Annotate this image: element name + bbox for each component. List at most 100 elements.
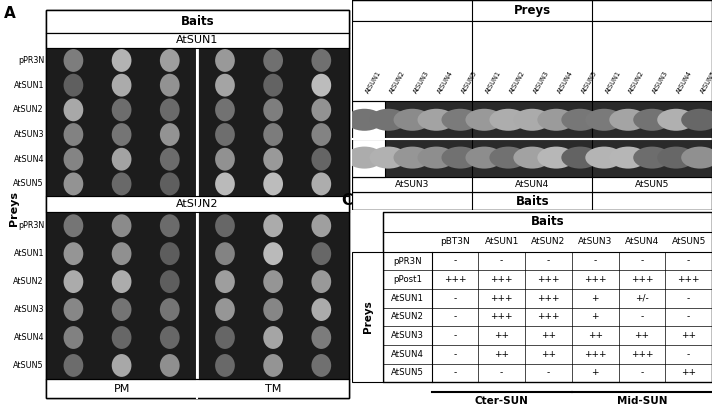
Circle shape — [63, 270, 83, 293]
Text: +++: +++ — [631, 350, 653, 359]
Circle shape — [112, 173, 132, 195]
Circle shape — [160, 74, 179, 97]
Circle shape — [345, 109, 383, 131]
Text: +++: +++ — [491, 275, 513, 284]
Circle shape — [263, 123, 283, 146]
Text: AtSUN3: AtSUN3 — [14, 305, 44, 314]
Circle shape — [394, 109, 431, 131]
Text: -: - — [454, 331, 456, 340]
Text: AtSUN3: AtSUN3 — [412, 70, 430, 95]
Text: AtSUN2: AtSUN2 — [14, 105, 44, 114]
Circle shape — [160, 49, 179, 72]
FancyBboxPatch shape — [472, 21, 592, 101]
Circle shape — [561, 109, 599, 131]
Circle shape — [160, 173, 179, 195]
Circle shape — [263, 214, 283, 237]
Text: AtSUN4: AtSUN4 — [515, 180, 550, 189]
FancyBboxPatch shape — [352, 101, 472, 139]
Circle shape — [263, 326, 283, 349]
Circle shape — [160, 270, 179, 293]
Text: ++: ++ — [634, 331, 649, 340]
Circle shape — [160, 298, 179, 321]
Text: AtSUN5: AtSUN5 — [671, 237, 706, 246]
Text: -: - — [547, 368, 550, 377]
Text: ++: ++ — [494, 331, 509, 340]
Text: +++: +++ — [444, 275, 466, 284]
Text: pPost1: pPost1 — [393, 275, 422, 284]
Circle shape — [538, 146, 575, 169]
Circle shape — [609, 146, 647, 169]
Text: +++: +++ — [677, 275, 700, 284]
Text: +++: +++ — [537, 313, 560, 322]
Circle shape — [417, 146, 455, 169]
Circle shape — [112, 74, 132, 97]
Circle shape — [263, 270, 283, 293]
Circle shape — [63, 242, 83, 265]
Text: AtSUN1: AtSUN1 — [604, 70, 622, 95]
Text: AtSUN5: AtSUN5 — [460, 70, 478, 95]
Circle shape — [215, 148, 235, 171]
FancyBboxPatch shape — [472, 139, 592, 177]
Text: ++: ++ — [494, 350, 509, 359]
Text: pPR3N: pPR3N — [18, 221, 44, 230]
Circle shape — [561, 146, 599, 169]
Circle shape — [215, 74, 235, 97]
Circle shape — [441, 109, 479, 131]
Circle shape — [263, 98, 283, 121]
Text: AtSUN2: AtSUN2 — [531, 237, 565, 246]
Circle shape — [215, 270, 235, 293]
Circle shape — [112, 123, 132, 146]
FancyBboxPatch shape — [352, 177, 712, 192]
FancyBboxPatch shape — [472, 101, 592, 139]
FancyBboxPatch shape — [352, 101, 384, 139]
FancyBboxPatch shape — [352, 139, 384, 177]
Circle shape — [513, 146, 551, 169]
FancyBboxPatch shape — [383, 212, 712, 382]
Text: Preys: Preys — [513, 4, 551, 17]
Circle shape — [311, 98, 331, 121]
Circle shape — [112, 326, 132, 349]
Text: AtSUN3: AtSUN3 — [391, 331, 424, 340]
Text: Baits: Baits — [181, 15, 214, 28]
Circle shape — [63, 148, 83, 171]
Circle shape — [311, 173, 331, 195]
Text: A: A — [4, 6, 15, 21]
Text: PM: PM — [113, 384, 130, 394]
Text: +: + — [592, 313, 599, 322]
FancyBboxPatch shape — [352, 192, 712, 210]
FancyBboxPatch shape — [592, 101, 712, 139]
Text: -: - — [687, 257, 690, 266]
Text: Cter-SUN: Cter-SUN — [475, 396, 528, 406]
Text: ++: ++ — [541, 350, 556, 359]
Circle shape — [63, 354, 83, 377]
Text: AtSUN1: AtSUN1 — [484, 237, 519, 246]
Circle shape — [215, 354, 235, 377]
Text: AtSUN1: AtSUN1 — [484, 70, 502, 95]
Circle shape — [441, 146, 479, 169]
Circle shape — [263, 173, 283, 195]
Circle shape — [311, 214, 331, 237]
Text: AtSUN5: AtSUN5 — [14, 361, 44, 370]
Circle shape — [63, 173, 83, 195]
Circle shape — [215, 123, 235, 146]
Circle shape — [215, 173, 235, 195]
Circle shape — [394, 146, 431, 169]
FancyBboxPatch shape — [352, 252, 383, 382]
FancyBboxPatch shape — [46, 33, 349, 48]
Text: TM: TM — [362, 153, 376, 163]
Text: +: + — [592, 294, 599, 303]
Text: +++: +++ — [491, 294, 513, 303]
Circle shape — [311, 242, 331, 265]
Text: AtSUN4: AtSUN4 — [14, 155, 44, 164]
Text: -: - — [454, 294, 456, 303]
Circle shape — [160, 242, 179, 265]
Circle shape — [311, 148, 331, 171]
Circle shape — [160, 98, 179, 121]
FancyBboxPatch shape — [46, 10, 349, 398]
Circle shape — [215, 298, 235, 321]
Circle shape — [417, 109, 455, 131]
Text: AtSUN3: AtSUN3 — [395, 180, 429, 189]
Circle shape — [112, 270, 132, 293]
Circle shape — [63, 123, 83, 146]
Text: ++: ++ — [681, 331, 696, 340]
